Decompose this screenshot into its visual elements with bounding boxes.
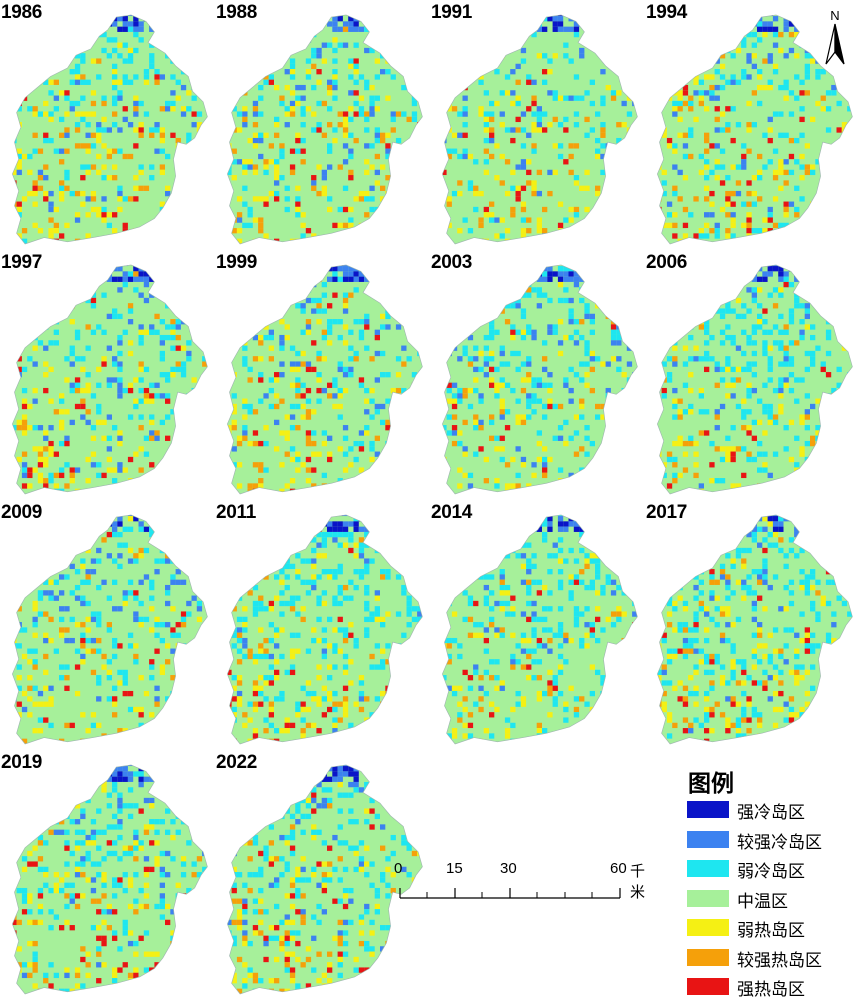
year-label: 1999 (216, 252, 258, 273)
legend-item: 强冷岛区 (687, 798, 857, 823)
year-label: 2009 (1, 502, 43, 523)
legend-swatch (687, 889, 729, 907)
year-label: 2022 (216, 752, 258, 773)
legend-swatch (687, 948, 729, 966)
legend-item: 较强冷岛区 (687, 828, 857, 853)
heat-island-map (442, 514, 638, 745)
year-label: 2019 (1, 752, 43, 773)
heat-island-map (442, 14, 638, 245)
year-label: 2003 (431, 252, 473, 273)
scale-bar: 0 15 30 60 千米 (388, 860, 658, 910)
legend-item: 较强热岛区 (687, 946, 857, 971)
scale-tick-30: 30 (500, 860, 517, 877)
heat-island-map (12, 14, 208, 245)
legend-title: 图例 (688, 771, 734, 797)
heat-island-map (12, 264, 208, 495)
heat-island-map (227, 514, 423, 745)
legend-swatch (687, 919, 729, 936)
heat-island-map (657, 514, 853, 745)
legend-item: 强热岛区 (687, 975, 857, 1000)
legend-swatch (687, 978, 729, 995)
legend-label: 弱热岛区 (737, 921, 805, 941)
heat-island-map (12, 514, 208, 745)
north-arrow: N (818, 8, 852, 66)
legend-label: 强热岛区 (737, 980, 805, 1000)
heat-island-map (442, 264, 638, 495)
year-label: 2017 (646, 502, 688, 523)
year-label: 1986 (1, 2, 43, 23)
heat-island-map (227, 14, 423, 245)
legend-item: 弱冷岛区 (687, 857, 857, 882)
north-arrow-icon: N (825, 8, 845, 65)
legend-item: 中温区 (687, 887, 857, 912)
heat-island-map (657, 264, 853, 495)
legend-label: 弱冷岛区 (737, 862, 805, 882)
year-label: 2011 (216, 502, 257, 523)
heat-island-map (227, 764, 423, 995)
year-label: 2006 (646, 252, 688, 273)
heat-island-map (657, 14, 853, 245)
year-label: 1988 (216, 2, 258, 23)
legend-label: 较强冷岛区 (737, 832, 822, 853)
scale-tick-15: 15 (446, 860, 463, 877)
scale-tick-60: 60 (610, 860, 627, 877)
year-label: 1994 (646, 2, 688, 23)
legend-swatch (687, 860, 729, 877)
scale-tick-0: 0 (394, 860, 403, 877)
year-label: 1991 (431, 2, 473, 23)
legend-swatch (687, 801, 729, 818)
legend-label: 较强热岛区 (737, 950, 822, 971)
legend-item: 弱热岛区 (687, 916, 857, 941)
heat-island-map (12, 764, 208, 995)
legend-swatch (687, 830, 729, 848)
north-label: N (830, 8, 839, 23)
scale-bar-line (399, 888, 621, 899)
legend-label: 强冷岛区 (737, 803, 805, 823)
scale-unit: 千米 (630, 862, 646, 901)
year-label: 2014 (431, 502, 473, 523)
legend-label: 中温区 (737, 891, 788, 912)
heat-island-map (227, 264, 423, 495)
year-label: 1997 (1, 252, 43, 273)
